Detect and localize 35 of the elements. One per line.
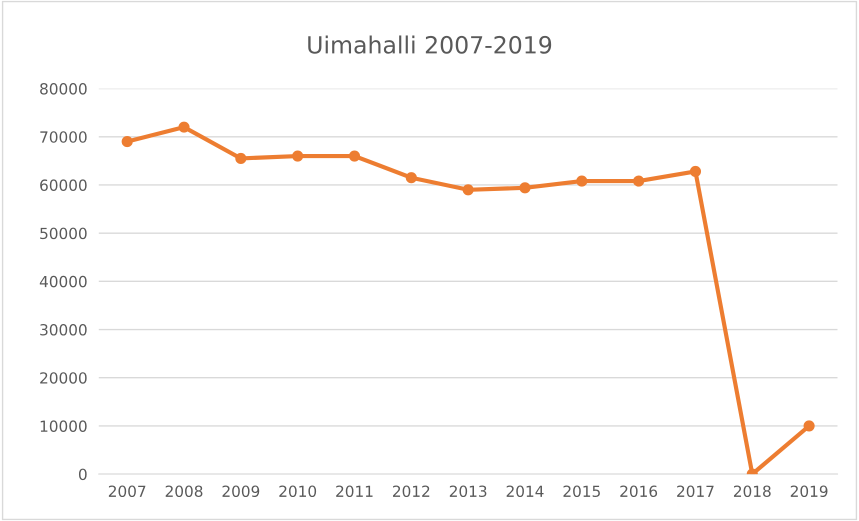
x-tick-label: 2016 [620,485,658,498]
point [804,420,815,432]
point [633,176,644,187]
point [406,172,417,184]
point [122,136,133,148]
x-tick-label: 2015 [563,485,600,498]
y-tick-label: 60000 [40,179,87,191]
point [292,150,304,162]
x-tick-label: 2019 [790,485,828,498]
x-tick-label: 2007 [108,485,146,498]
chart-title: Uimahalli 2007-2019 [308,35,552,54]
x-tick-label: 2017 [677,485,714,498]
x-tick-label: 2013 [450,485,486,498]
x-tick-label: 2012 [393,485,430,498]
y-tick-label: 10000 [40,420,87,432]
point [348,150,360,162]
x-tick-label: 2018 [734,485,771,498]
point [519,182,531,194]
x-tick-label: 2014 [506,485,544,498]
point [235,152,246,164]
y-tick-label: 0 [78,468,87,480]
y-tick-label: 50000 [40,228,87,240]
point [178,122,190,133]
y-tick-label: 20000 [40,372,87,384]
point [690,166,702,178]
y-tick-label: 30000 [40,324,87,336]
point [462,184,474,196]
y-tick-label: 40000 [40,276,87,288]
y-tick-label: 70000 [40,131,87,143]
point [576,176,588,187]
x-tick-label: 2010 [279,485,316,498]
y-tick-label: 80000 [40,83,87,95]
x-tick-label: 2009 [222,485,260,498]
x-tick-label: 2008 [166,485,202,498]
x-tick-label: 2011 [336,485,373,498]
